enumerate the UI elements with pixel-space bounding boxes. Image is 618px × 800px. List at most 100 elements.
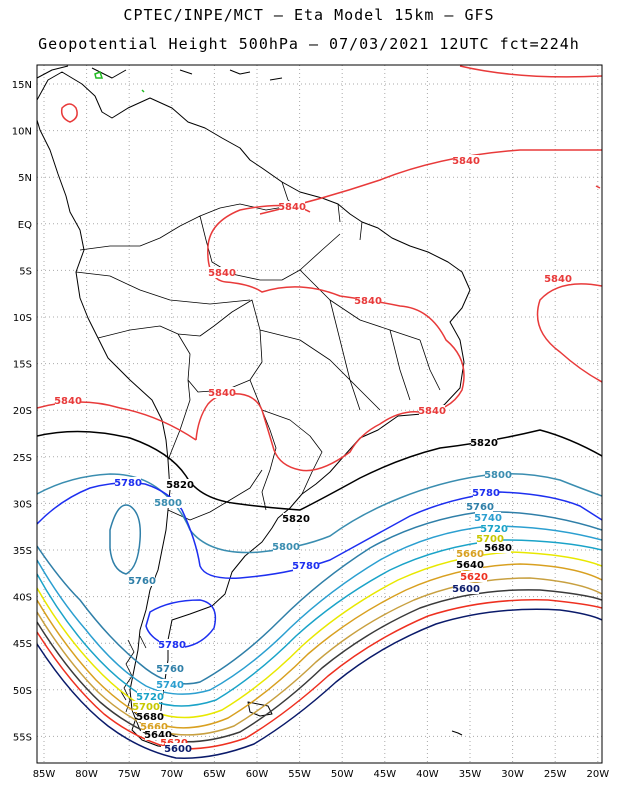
lon-tick-label: 55W: [288, 769, 311, 780]
contour-label-bg: [165, 743, 191, 754]
contour-label-bg: [467, 501, 493, 512]
lat-tick-label: 45S: [13, 639, 32, 650]
contour-5840: [195, 204, 465, 472]
contour-5760-ring: [109, 504, 142, 575]
lat-tick-label: 15N: [12, 80, 32, 91]
contour-label-bg: [209, 387, 235, 398]
contour-label: 5720: [136, 692, 164, 703]
contour-label: 5760: [128, 576, 156, 587]
longitude-labels: 85W 80W 75W 70W 65W 60W 55W 50W 45W 40W 35W 30W 25W 2…: [33, 769, 610, 780]
contour-label-bg: [273, 541, 299, 552]
contour-label-bg: [419, 405, 445, 416]
contour-label-bg: [283, 513, 309, 524]
contour-5640: [37, 589, 602, 743]
contour-label-bg: [115, 477, 141, 488]
map-frame: [36, 64, 603, 764]
contour-5680: [37, 563, 602, 729]
contour-label: 5780: [292, 561, 320, 572]
contour-label: 5600: [164, 744, 192, 755]
contour-label: 5760: [156, 664, 184, 675]
contour-label: 5820: [470, 438, 498, 449]
contour-label-bg: [155, 497, 181, 508]
contour-label-bg: [485, 542, 511, 553]
contour-label-bg: [473, 487, 499, 498]
contour-label-bg: [485, 469, 511, 480]
country-borders: [75, 181, 441, 521]
lon-tick-label: 60W: [246, 769, 269, 780]
lat-tick-label: 50S: [13, 686, 32, 697]
contour-label: 5660: [456, 549, 484, 560]
contour-label: 5680: [136, 712, 164, 723]
contour-label-bg: [475, 512, 501, 523]
lon-tick-label: 45W: [373, 769, 396, 780]
contour-label-bg: [461, 571, 487, 582]
lat-tick-label: 35S: [13, 546, 32, 557]
contour-labels: 5840 5840 5840 5840 5840 5840 5840 5840 5820 5820…: [54, 155, 572, 755]
lat-tick-label: EQ: [18, 220, 32, 231]
contour-label: 5700: [132, 702, 160, 713]
lat-tick-label: 5N: [18, 173, 32, 184]
lat-tick-label: 10N: [12, 127, 32, 138]
contour-label: 5720: [480, 524, 508, 535]
contour-label: 5740: [474, 513, 502, 524]
contour-label: 5840: [208, 388, 236, 399]
lon-tick-label: 30W: [501, 769, 524, 780]
contour-label: 5780: [114, 478, 142, 489]
lat-tick-label: 15S: [13, 360, 32, 371]
contour-label: 5620: [460, 572, 488, 583]
contour-label: 5640: [144, 730, 172, 741]
contour-5600: [37, 608, 602, 759]
contour-5700: [37, 551, 602, 719]
contour-label-bg: [157, 679, 183, 690]
contour-label-bg: [137, 711, 163, 722]
contour-label: 5820: [282, 514, 310, 525]
contour-label-bg: [133, 701, 159, 712]
caribbean-islands: [179, 69, 283, 81]
contour-label: 5760: [466, 502, 494, 513]
contour-label-bg: [457, 559, 483, 570]
lat-tick-label: 20S: [13, 406, 32, 417]
contour-label-bg: [209, 267, 235, 278]
contour-label-bg: [157, 663, 183, 674]
green-contour-fragment: [94, 71, 104, 79]
contour-label: 5840: [278, 202, 306, 213]
lat-tick-label: 30S: [13, 499, 32, 510]
contour-label: 5680: [484, 543, 512, 554]
contour-label: 5820: [166, 480, 194, 491]
contour-label-bg: [279, 201, 305, 212]
contour-label: 5740: [156, 680, 184, 691]
contour-label-bg: [293, 560, 319, 571]
latitude-labels: 15N 10N 5N EQ 5S 10S 15S 20S 25S 30S 35S 40S 45S 50S 5…: [12, 80, 32, 743]
contour-5840: [259, 149, 602, 215]
title-line-1: CPTEC/INPE/MCT – Eta Model 15km – GFS: [123, 6, 495, 24]
lon-tick-label: 40W: [416, 769, 439, 780]
contour-5840-island: [60, 103, 78, 123]
contour-label-bg: [161, 737, 187, 748]
lon-tick-label: 80W: [75, 769, 98, 780]
contour-label: 5840: [452, 156, 480, 167]
lon-tick-label: 85W: [33, 769, 56, 780]
contour-5840: [595, 185, 601, 189]
contour-label: 5640: [456, 560, 484, 571]
contour-label: 5800: [154, 498, 182, 509]
lon-tick-label: 75W: [118, 769, 141, 780]
lon-tick-label: 70W: [160, 769, 183, 780]
contour-5620: [37, 599, 602, 750]
lat-tick-label: 10S: [13, 313, 32, 324]
lat-tick-label: 25S: [13, 453, 32, 464]
contour-5660: [37, 577, 602, 736]
lon-tick-label: 20W: [586, 769, 609, 780]
contour-label-bg: [167, 479, 193, 490]
contour-label: 5840: [418, 406, 446, 417]
lon-tick-label: 50W: [331, 769, 354, 780]
contour-label: 5840: [354, 296, 382, 307]
contour-label-bg: [137, 691, 163, 702]
contour-label-bg: [355, 295, 381, 306]
lon-tick-label: 65W: [203, 769, 226, 780]
contour-label-bg: [481, 523, 507, 534]
contour-label-bg: [141, 721, 167, 732]
central-america-coastline: [37, 65, 127, 79]
title-line-2: Geopotential Height 500hPa – 07/03/2021 …: [38, 35, 580, 53]
contour-label: 5800: [272, 542, 300, 553]
